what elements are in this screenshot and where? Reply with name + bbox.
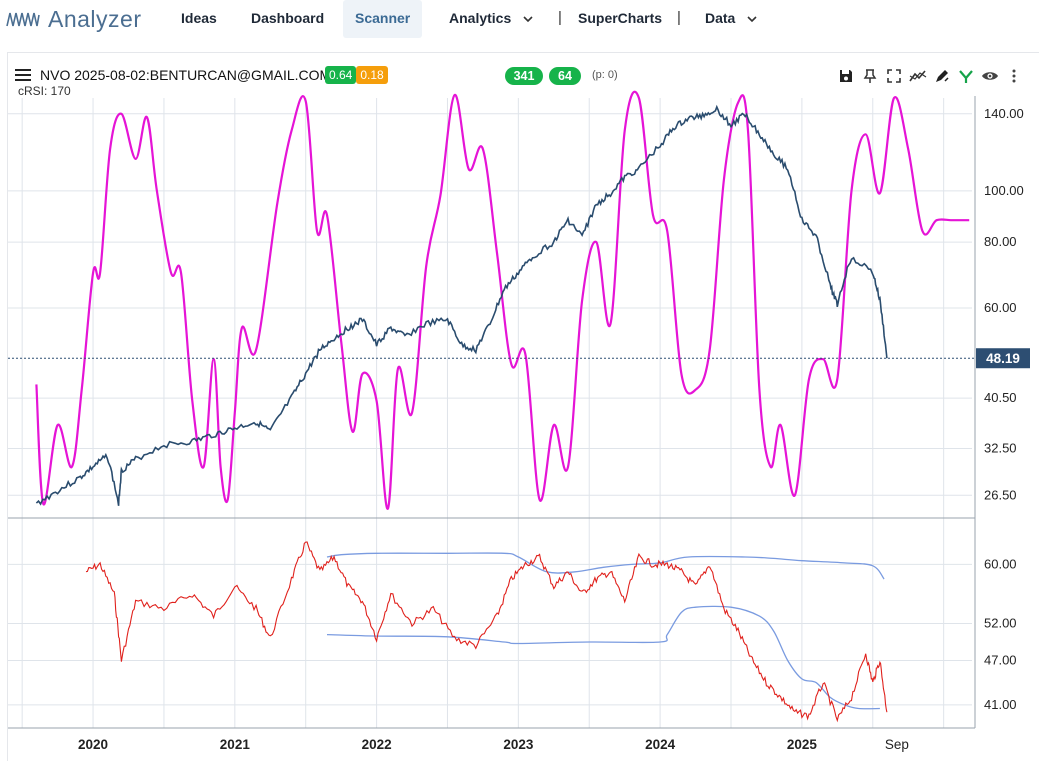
nav-separator: | [677, 9, 681, 26]
eye-icon[interactable] [978, 66, 1002, 86]
signal-icon[interactable] [954, 66, 978, 86]
chart-panel [7, 52, 1039, 761]
x-tick-label: 2022 [362, 737, 392, 752]
price-tick-label: 32.50 [984, 441, 1017, 456]
price-tick-label: 60.00 [984, 300, 1017, 315]
fullscreen-icon[interactable] [882, 66, 906, 86]
pin-icon[interactable] [858, 66, 882, 86]
more-icon[interactable] [1002, 66, 1026, 86]
nav-data[interactable]: Data [705, 0, 757, 38]
top-navigation: Analyzer Ideas Dashboard Scanner Analyti… [0, 0, 1039, 38]
rsi-tick-label: 60.00 [984, 556, 1017, 571]
chart-toolbar [834, 66, 1026, 86]
x-tick-label: Sep [885, 737, 909, 752]
chart-axes: 140.00 100.00 80.00 60.00 40.50 32.50 26.50 60.… [8, 96, 1030, 752]
app-name: Analyzer [48, 5, 142, 32]
save-icon[interactable] [834, 66, 858, 86]
rsi-line [85, 541, 888, 723]
series-lines [35, 90, 970, 723]
draw-icon[interactable] [930, 66, 954, 86]
nav-separator: | [558, 9, 562, 26]
nav-supercharts[interactable]: SuperCharts [578, 10, 663, 26]
price-tick-label: 80.00 [984, 234, 1017, 249]
chart-header: NVO 2025-08-02:BENTURCAN@GMAIL.COM 0.64 … [15, 65, 388, 85]
nav-ideas[interactable]: Ideas [181, 10, 217, 26]
nav-analytics-label: Analytics [449, 10, 512, 26]
rsi-upper-band [326, 552, 885, 580]
x-tick-label: 2023 [503, 737, 534, 752]
price-tick-label: 100.00 [984, 183, 1024, 198]
count-pill-secondary: 64 [549, 67, 581, 85]
x-tick-label: 2021 [220, 737, 251, 752]
x-tick-label: 2020 [78, 737, 108, 752]
p-value-text: (p: 0) [592, 69, 618, 81]
trend-icon[interactable] [906, 66, 930, 86]
count-pill: 341 [505, 67, 543, 85]
price-line [35, 104, 888, 506]
score-badge: 0.64 [325, 66, 357, 84]
price-tick-label: 140.00 [984, 106, 1024, 121]
last-price-label: 48.19 [986, 351, 1020, 366]
menu-icon[interactable] [15, 69, 31, 81]
rsi-tick-label: 41.00 [984, 697, 1017, 712]
last-price-label-bg [976, 348, 1030, 369]
indicator-label: cRSI: 170 [18, 84, 71, 98]
x-tick-label: 2025 [787, 737, 818, 752]
chevron-down-icon [747, 16, 757, 22]
x-tick-label: 2024 [645, 737, 676, 752]
chart-title: NVO 2025-08-02:BENTURCAN@GMAIL.COM [40, 67, 325, 83]
rsi-tick-label: 52.00 [984, 616, 1017, 631]
nav-data-label: Data [705, 10, 736, 26]
nav-scanner[interactable]: Scanner [343, 0, 423, 38]
cycle-line [35, 90, 970, 510]
ratio-badge: 0.18 [356, 66, 388, 84]
price-tick-label: 40.50 [984, 390, 1017, 405]
rsi-tick-label: 47.00 [984, 652, 1017, 667]
chevron-down-icon [523, 16, 533, 22]
app-logo[interactable]: Analyzer [6, 4, 141, 34]
price-tick-label: 26.50 [984, 487, 1017, 502]
nav-dashboard[interactable]: Dashboard [251, 10, 325, 26]
waveform-icon [6, 12, 40, 27]
nav-analytics[interactable]: Analytics [449, 0, 533, 38]
